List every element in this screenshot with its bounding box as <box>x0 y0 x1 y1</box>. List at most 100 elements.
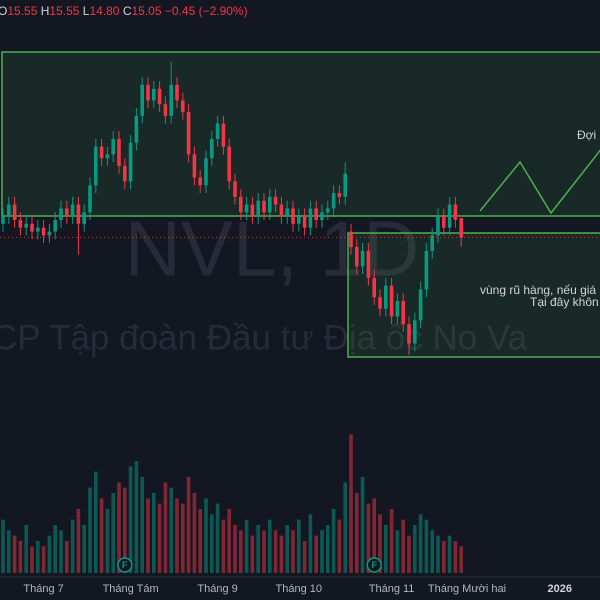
candle-body <box>12 204 17 220</box>
event-marker: F <box>366 557 382 573</box>
candle-body <box>401 301 405 325</box>
candle-body <box>111 138 115 155</box>
watermark-subtitle: CP Tập đoàn Đầu tư Địa ốc No Va <box>0 318 528 357</box>
candle-body <box>198 177 202 186</box>
event-marker: F <box>117 557 133 573</box>
candle-body <box>41 227 46 236</box>
candle-body <box>436 216 440 236</box>
candle-body <box>314 208 318 220</box>
candle-body <box>146 84 150 101</box>
event-circle <box>366 557 382 573</box>
candle-body <box>192 154 197 178</box>
candle-body <box>204 158 208 186</box>
candle-body <box>94 146 98 186</box>
header-value: 15.55 <box>7 4 37 18</box>
candle-body <box>24 223 28 228</box>
candle-body <box>326 208 330 213</box>
watermark: NVL, 1D CP Tập đoàn Đầu tư Địa ốc No Va <box>0 205 528 358</box>
candle-body <box>59 208 63 220</box>
event-label: F <box>122 560 128 570</box>
x-tick-label: Tháng Tám <box>103 583 159 595</box>
annotation: Đợi c <box>577 128 600 142</box>
watermark-symbol: NVL, 1D <box>125 205 420 293</box>
candle-body <box>134 115 139 143</box>
candle-body <box>152 88 156 101</box>
candle-body <box>331 192 336 209</box>
candle-body <box>273 196 278 205</box>
annotation: vùng rũ hàng, nếu giá <box>480 283 596 297</box>
candle-body <box>175 84 179 101</box>
candle-body <box>320 212 324 220</box>
header-key: C <box>123 4 132 18</box>
candle-body <box>250 204 255 217</box>
candle-body <box>447 204 452 228</box>
candle-body <box>407 324 411 344</box>
candle-body <box>169 84 173 116</box>
x-tick-label: Tháng 11 <box>369 583 415 595</box>
x-tick-label: Tháng Mười hai <box>428 583 506 595</box>
candle-body <box>18 220 23 228</box>
candle-body <box>268 196 272 213</box>
candle-body <box>163 104 168 116</box>
candle-body <box>70 204 75 217</box>
candle-body <box>343 173 347 197</box>
candle-body <box>297 216 301 224</box>
candle-body <box>337 192 342 197</box>
candle-body <box>384 285 388 309</box>
candle-body <box>372 277 376 298</box>
candle-body <box>453 204 458 220</box>
candle-body <box>262 200 266 213</box>
event-circle <box>117 557 133 573</box>
ohlc-header: O15.55 H15.55 L14.80 C15.05 −0.45 (−2.90… <box>0 4 248 18</box>
annotation: Tại đây khôn <box>530 295 599 309</box>
candle-body <box>279 204 284 217</box>
candle-body <box>65 208 69 217</box>
candle-body <box>215 123 220 139</box>
candle-body <box>349 231 353 248</box>
header-key: L <box>83 4 90 18</box>
candle-body <box>256 200 260 217</box>
candle-body <box>389 285 394 317</box>
candle-body <box>285 208 289 217</box>
header-change: −0.45 (−2.90%) <box>165 4 248 18</box>
candle-body <box>117 138 121 166</box>
candle-body <box>99 146 104 159</box>
annotations: Đợi c vùng rũ hàng, nếu giá Tại đây khôn <box>480 128 600 309</box>
header-value: 14.80 <box>89 4 119 18</box>
candle-body <box>355 247 359 267</box>
candle-body <box>302 216 307 228</box>
candle-body <box>128 142 133 182</box>
candle-body <box>210 138 214 159</box>
candle-body <box>442 216 446 228</box>
candle-body <box>227 146 231 182</box>
candle-body <box>244 204 249 213</box>
candle-body <box>233 181 237 197</box>
candle-body <box>82 212 86 224</box>
candle-body <box>30 223 34 232</box>
candle-body <box>366 250 371 278</box>
candle-body <box>36 227 40 232</box>
candle-body <box>221 123 226 147</box>
candle-body <box>291 208 295 224</box>
candle-body <box>7 204 11 217</box>
candle-body <box>157 88 162 105</box>
candle-body <box>360 250 365 267</box>
zone-box <box>1 51 600 217</box>
x-tick-label: Tháng 10 <box>276 583 322 595</box>
candle-body <box>47 231 52 236</box>
projection-path <box>479 149 600 215</box>
header-key: O <box>0 4 7 18</box>
candle-body <box>123 165 127 182</box>
candle-body <box>53 220 57 232</box>
x-tick-label: 2026 <box>548 583 572 595</box>
candle-body <box>459 218 463 238</box>
candle-body <box>76 204 81 224</box>
candle-body <box>186 111 191 155</box>
candle-body <box>181 100 185 112</box>
candle-body <box>308 208 313 228</box>
candle-body <box>378 297 382 309</box>
candle-body <box>239 196 243 213</box>
candle-body <box>424 250 429 290</box>
header-value: 15.55 <box>49 4 79 18</box>
candle-body <box>395 301 400 317</box>
